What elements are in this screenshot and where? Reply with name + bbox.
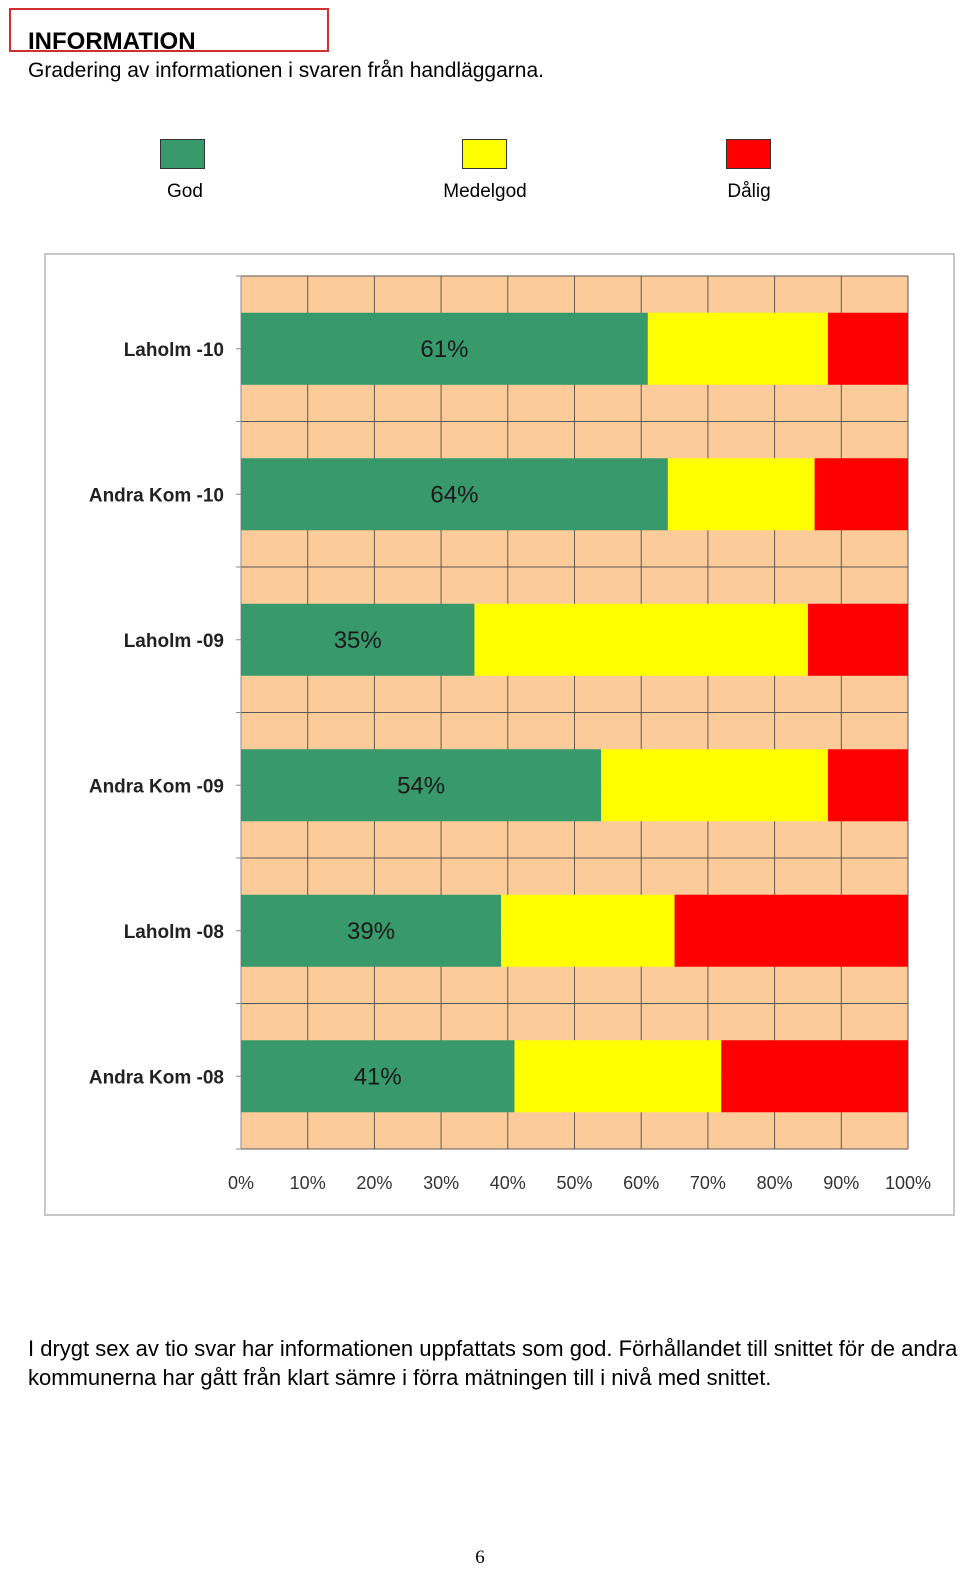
bar-medelgod [601, 749, 828, 822]
bar-medelgod [474, 603, 808, 676]
bar-d-lig [807, 603, 908, 676]
bar-medelgod [501, 894, 675, 967]
category-label: Laholm -09 [124, 631, 224, 652]
legend-label-god: God [167, 181, 203, 202]
body-paragraph: I drygt sex av tio svar har informatione… [28, 1336, 958, 1390]
bar-medelgod [647, 312, 828, 385]
category-label: Laholm -08 [124, 922, 224, 943]
legend-label-dalig: Dålig [727, 181, 771, 202]
legend-swatch-god [160, 139, 205, 169]
page-subheading: Gradering av informationen i svaren från… [28, 59, 544, 82]
bar-god [241, 894, 502, 967]
x-tick-label: 80% [757, 1173, 793, 1193]
bar-d-lig [827, 312, 908, 385]
x-tick-label: 10% [290, 1173, 326, 1193]
bar-god [241, 1040, 515, 1113]
heading-frame [9, 8, 329, 52]
bar-god [241, 458, 668, 531]
x-tick-label: 40% [490, 1173, 526, 1193]
x-tick-label: 90% [823, 1173, 859, 1193]
bar-god [241, 603, 475, 676]
page-heading: INFORMATION [28, 28, 196, 55]
category-label: Andra Kom -09 [89, 776, 224, 797]
x-tick-label: 0% [228, 1173, 254, 1193]
legend-swatch-dalig [726, 139, 771, 169]
x-tick-label: 70% [690, 1173, 726, 1193]
legend-label-medelgod: Medelgod [443, 181, 527, 202]
data-label: 35% [334, 627, 382, 654]
page-number: 6 [475, 1547, 485, 1568]
data-label: 64% [430, 481, 478, 508]
legend-swatch-medelgod [462, 139, 507, 169]
data-label: 39% [347, 918, 395, 945]
data-label: 54% [397, 772, 445, 799]
bar-god [241, 749, 602, 822]
bar-d-lig [827, 749, 908, 822]
bar-d-lig [721, 1040, 908, 1113]
category-label: Andra Kom -10 [89, 485, 224, 506]
x-tick-label: 50% [556, 1173, 592, 1193]
data-label: 61% [420, 336, 468, 363]
category-label: Andra Kom -08 [89, 1067, 224, 1088]
x-tick-label: 30% [423, 1173, 459, 1193]
x-tick-label: 60% [623, 1173, 659, 1193]
data-label: 41% [354, 1063, 402, 1090]
x-tick-label: 100% [885, 1173, 931, 1193]
bar-d-lig [814, 458, 908, 531]
bar-medelgod [514, 1040, 722, 1113]
category-label: Laholm -10 [124, 340, 224, 361]
bar-d-lig [674, 894, 908, 967]
bar-god [241, 312, 648, 385]
bar-medelgod [667, 458, 815, 531]
x-tick-label: 20% [356, 1173, 392, 1193]
